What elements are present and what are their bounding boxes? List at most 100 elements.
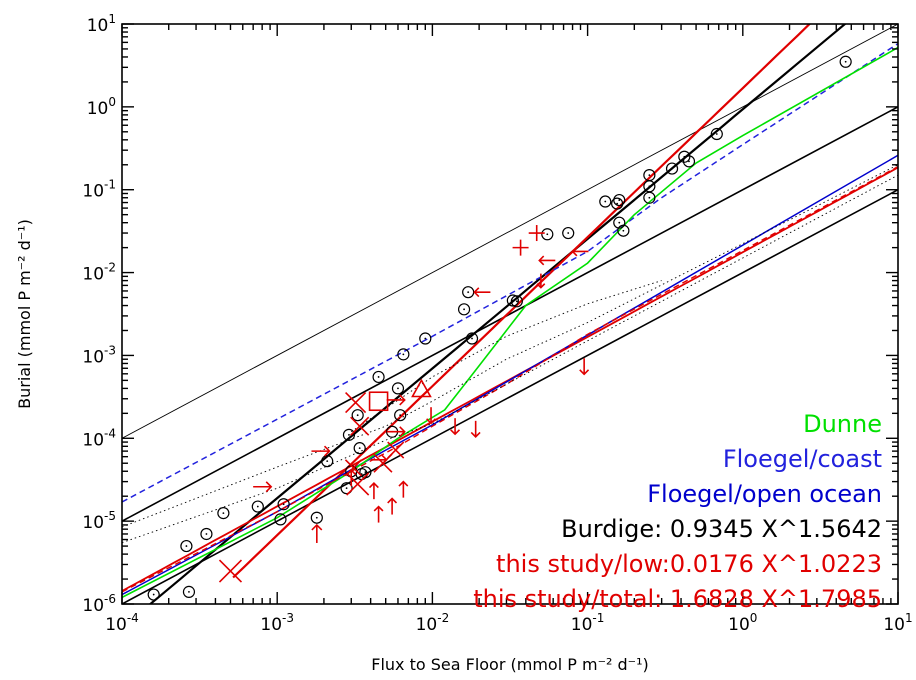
data-point-ring [506, 294, 519, 307]
y-tick-label: 10-2 [82, 261, 116, 285]
data-point-ring [321, 455, 334, 468]
marker-stroke [571, 246, 578, 257]
data-point-dot [688, 160, 690, 163]
x-axis-title: Flux to Sea Floor (mmol P m⁻² d⁻¹) [371, 655, 649, 674]
marker-stroke [387, 441, 405, 459]
marker-arrow-right [386, 426, 406, 438]
x-tick-label: 10-1 [571, 611, 605, 635]
marker-arrow-down [426, 407, 437, 425]
marker-stroke [323, 445, 331, 457]
data-point-dot [424, 337, 427, 340]
series-line-7 [122, 165, 898, 593]
data-point-dot [397, 387, 399, 390]
red-markers [218, 225, 590, 583]
x-tick-label-exponent: 0 [750, 611, 758, 625]
data-point-dot [399, 414, 402, 417]
data-point [510, 295, 523, 308]
legend-entry: Burdige: 0.9345 X^1.5642 [561, 515, 882, 543]
data-point-dot [185, 545, 188, 547]
data-point [147, 588, 160, 601]
x-tick-label-exponent: -3 [282, 611, 294, 625]
x-tick-label-exponent: -2 [437, 611, 449, 625]
y-tick-label-base: 10 [82, 430, 104, 450]
marker-stroke [536, 283, 546, 289]
data-point-ring [397, 348, 410, 361]
data-point [353, 442, 366, 455]
data-point-ring [310, 511, 323, 524]
marker-stroke [346, 472, 370, 496]
data-point [465, 332, 479, 345]
y-tick-label-exponent: 0 [108, 95, 116, 109]
data-point-dot [616, 202, 619, 205]
y-tick-label: 10-3 [82, 343, 116, 367]
data-point [342, 428, 356, 441]
y-tick-label-exponent: -1 [104, 178, 116, 192]
data-point-ring [682, 155, 696, 168]
x-tick-label: 101 [883, 611, 912, 635]
y-axis-title: Burial (mmol P m⁻² d⁻¹) [15, 219, 34, 409]
marker-stroke [218, 559, 243, 583]
data-point [351, 409, 364, 422]
data-point-ring [457, 303, 471, 316]
data-point-ring [541, 228, 554, 241]
data-point-dot [467, 291, 470, 294]
marker-arrow-up [398, 480, 409, 498]
data-point-dot [315, 516, 318, 519]
data-point [321, 455, 334, 468]
series-lines [122, 24, 898, 604]
data-point-dot [844, 60, 847, 63]
data-point-ring [180, 539, 193, 553]
marker-stroke [399, 394, 406, 406]
marker-arrow-up [311, 523, 323, 543]
data-point-dot [648, 174, 651, 177]
legend-entry: Floegel/coast [723, 445, 882, 473]
y-tick-label-exponent: -5 [104, 509, 116, 523]
x-tick-label: 10-3 [260, 611, 294, 635]
marker-arrow-up [346, 469, 357, 487]
marker-stroke [368, 482, 379, 489]
plot-frame [121, 23, 899, 605]
reference-line-1 [122, 24, 898, 439]
data-point-dot [356, 414, 359, 417]
x-tick-label-exponent: -4 [127, 611, 139, 625]
marker-stroke [346, 469, 357, 476]
data-point-ring [611, 197, 624, 210]
legend-entry: Dunne [803, 410, 882, 438]
data-point [180, 539, 193, 553]
data-point [182, 585, 196, 598]
data-point [277, 498, 290, 511]
x-tick-label-base: 10 [571, 615, 593, 635]
marker-stroke [350, 416, 370, 436]
data-point-dot [515, 300, 518, 303]
x-tick-label-exponent: 1 [905, 611, 913, 625]
data-point-dot [364, 471, 367, 474]
legend-entry: this study/low:0.0176 X^1.0223 [496, 550, 882, 578]
data-point-ring [617, 224, 630, 237]
data-point-dot [671, 167, 673, 170]
marker-stroke [470, 431, 481, 438]
data-point [562, 226, 575, 240]
marker-stroke [387, 497, 398, 504]
marker-stroke [399, 426, 406, 438]
reference-line-2 [122, 106, 898, 522]
y-tick-label-base: 10 [82, 513, 104, 533]
data-point [611, 197, 624, 210]
data-point-ring [217, 507, 230, 520]
data-point-ring [394, 409, 407, 422]
data-point-ring [351, 409, 364, 422]
marker-arrow-right [311, 445, 331, 457]
y-tick-label-exponent: 1 [108, 12, 116, 26]
series-line-2 [232, 24, 812, 579]
data-point-dot [279, 518, 282, 521]
data-point [617, 224, 630, 237]
data-point [541, 228, 554, 241]
marker-stroke [426, 418, 437, 425]
y-tick-label: 10-1 [82, 178, 116, 202]
y-tick-label-exponent: -2 [104, 261, 116, 275]
data-point-dot [648, 196, 651, 199]
data-point-ring [613, 193, 626, 207]
data-point-dot [152, 593, 155, 596]
data-point [710, 127, 723, 141]
x-tick-label-exponent: -1 [592, 611, 604, 625]
y-tick-label-base: 10 [82, 347, 104, 367]
